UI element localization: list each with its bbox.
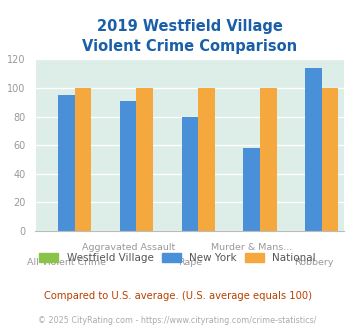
Text: Rape: Rape xyxy=(178,258,202,267)
Bar xyxy=(182,116,198,231)
Text: © 2025 CityRating.com - https://www.cityrating.com/crime-statistics/: © 2025 CityRating.com - https://www.city… xyxy=(38,316,317,325)
Bar xyxy=(244,148,260,231)
Bar xyxy=(136,88,153,231)
Text: Murder & Mans...: Murder & Mans... xyxy=(211,243,292,252)
Text: Compared to U.S. average. (U.S. average equals 100): Compared to U.S. average. (U.S. average … xyxy=(44,291,311,301)
Text: Robbery: Robbery xyxy=(294,258,333,267)
Legend: Westfield Village, New York, National: Westfield Village, New York, National xyxy=(35,248,320,267)
Bar xyxy=(260,88,277,231)
Bar xyxy=(198,88,215,231)
Title: 2019 Westfield Village
Violent Crime Comparison: 2019 Westfield Village Violent Crime Com… xyxy=(82,19,297,54)
Bar xyxy=(305,68,322,231)
Bar xyxy=(120,101,136,231)
Bar xyxy=(322,88,338,231)
Text: All Violent Crime: All Violent Crime xyxy=(27,258,106,267)
Text: Aggravated Assault: Aggravated Assault xyxy=(82,243,175,252)
Bar xyxy=(58,95,75,231)
Bar xyxy=(75,88,91,231)
